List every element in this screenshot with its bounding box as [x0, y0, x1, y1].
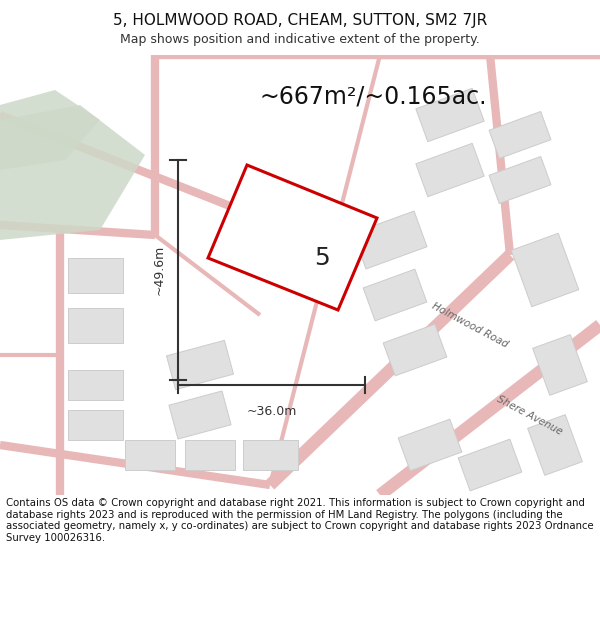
Text: ~667m²/~0.165ac.: ~667m²/~0.165ac. [260, 85, 487, 109]
Polygon shape [416, 143, 484, 197]
Polygon shape [67, 258, 122, 292]
Polygon shape [398, 419, 462, 471]
Text: Shere Avenue: Shere Avenue [496, 394, 565, 436]
Polygon shape [185, 440, 235, 470]
Text: Holmwood Road: Holmwood Road [430, 301, 510, 349]
Polygon shape [0, 90, 100, 170]
Polygon shape [363, 269, 427, 321]
Polygon shape [125, 440, 175, 470]
Polygon shape [166, 341, 233, 389]
Polygon shape [489, 156, 551, 204]
Polygon shape [208, 165, 377, 310]
Polygon shape [169, 391, 231, 439]
Polygon shape [67, 308, 122, 342]
Polygon shape [67, 410, 122, 440]
Polygon shape [511, 233, 579, 307]
Polygon shape [533, 334, 587, 396]
Text: Map shows position and indicative extent of the property.: Map shows position and indicative extent… [120, 34, 480, 46]
Text: ~49.6m: ~49.6m [153, 245, 166, 295]
Polygon shape [527, 414, 583, 476]
Polygon shape [242, 440, 298, 470]
Text: Contains OS data © Crown copyright and database right 2021. This information is : Contains OS data © Crown copyright and d… [6, 498, 593, 543]
Polygon shape [67, 370, 122, 400]
Text: ~36.0m: ~36.0m [247, 405, 296, 418]
Polygon shape [0, 105, 145, 240]
Polygon shape [458, 439, 522, 491]
Polygon shape [353, 211, 427, 269]
Polygon shape [383, 324, 447, 376]
Polygon shape [489, 111, 551, 159]
Polygon shape [416, 88, 484, 142]
Text: 5, HOLMWOOD ROAD, CHEAM, SUTTON, SM2 7JR: 5, HOLMWOOD ROAD, CHEAM, SUTTON, SM2 7JR [113, 12, 487, 28]
Text: 5: 5 [314, 246, 331, 270]
